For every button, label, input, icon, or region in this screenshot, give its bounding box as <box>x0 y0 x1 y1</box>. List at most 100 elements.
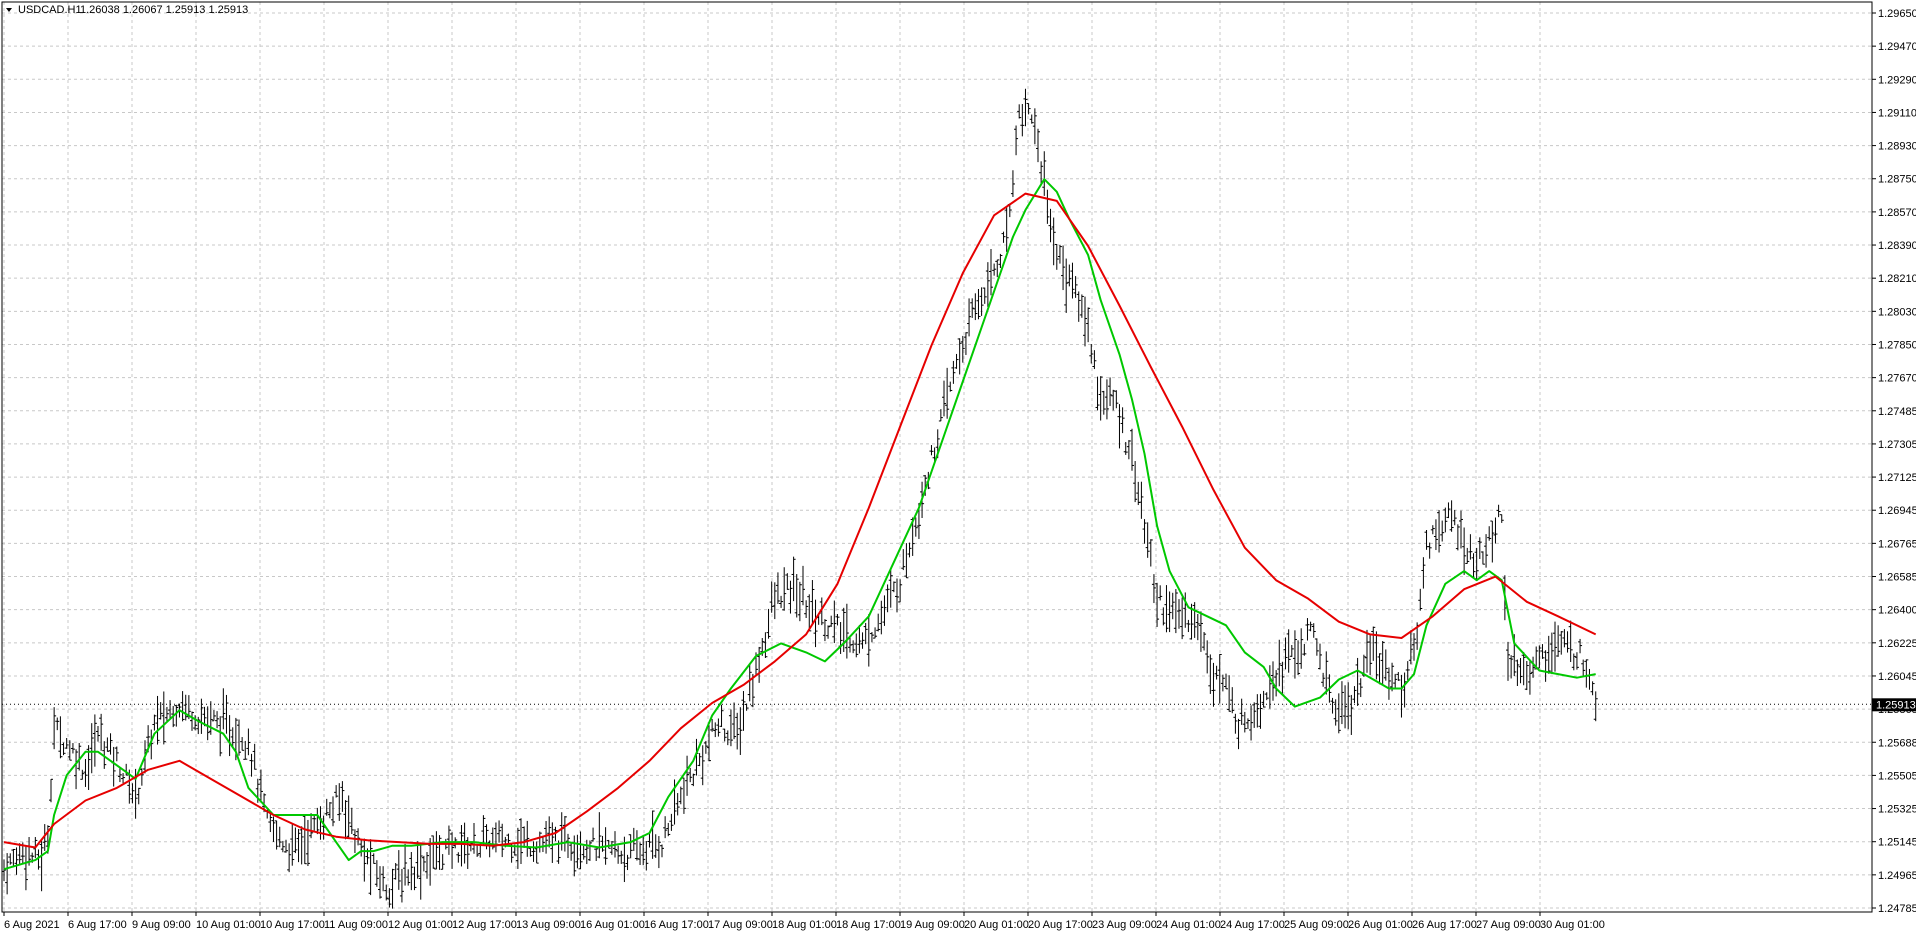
ohlc-bar <box>1239 698 1244 725</box>
chart-quote: 1.26038 1.26067 1.25913 1.25913 <box>80 4 248 16</box>
ohlc-bar <box>1070 262 1075 299</box>
ohlc-bar <box>1286 629 1291 673</box>
ohlc-bar <box>951 360 956 384</box>
ohlc-bar <box>268 814 273 833</box>
ohlc-bar <box>362 838 367 882</box>
ohlc-bar <box>973 293 978 321</box>
ohlc-bar <box>431 835 436 869</box>
grid-lines <box>2 2 1872 912</box>
ohlc-bar <box>349 807 354 835</box>
x-tick-label: 13 Aug 09:00 <box>516 919 581 931</box>
ohlc-bar <box>121 773 126 784</box>
x-tick-label: 10 Aug 17:00 <box>260 919 325 931</box>
ohlc-bar <box>1440 520 1445 542</box>
ohlc-bar <box>406 869 411 886</box>
x-tick-label: 25 Aug 09:00 <box>1284 919 1349 931</box>
ohlc-bar <box>663 816 668 839</box>
y-tick-label: 1.27850 <box>1878 339 1916 351</box>
ohlc-bar <box>249 753 254 777</box>
ohlc-bar <box>1352 686 1357 704</box>
ohlc-bar <box>700 745 705 786</box>
ohlc-bar <box>1227 675 1232 712</box>
ohlc-bar <box>1430 525 1435 535</box>
y-tick-label: 1.24785 <box>1878 903 1916 915</box>
ohlc-bar <box>1499 514 1504 523</box>
ohlc-bar <box>904 543 909 579</box>
ohlc-bar <box>296 829 301 863</box>
ohlc-bar <box>1540 644 1545 659</box>
slow-ma-line <box>3 192 1597 849</box>
ohlc-bar <box>418 844 423 900</box>
ohlc-bar <box>164 706 169 722</box>
y-tick-label: 1.28210 <box>1878 273 1916 285</box>
ohlc-bar <box>876 613 881 632</box>
ohlc-bar <box>1151 574 1156 604</box>
ohlc-bar <box>804 600 809 619</box>
ohlc-bar <box>584 839 589 865</box>
ohlc-bar <box>725 730 730 746</box>
x-tick-label: 16 Aug 01:00 <box>580 919 645 931</box>
ohlc-bar <box>1371 626 1376 661</box>
ohlc-bar <box>58 716 63 759</box>
ohlc-bar <box>1543 650 1548 682</box>
x-tick-label: 26 Aug 01:00 <box>1348 919 1413 931</box>
ohlc-bar <box>500 823 505 858</box>
ohlc-bar <box>832 600 837 644</box>
ohlc-bar <box>1258 693 1263 729</box>
ohlc-bar <box>211 710 216 722</box>
ohlc-bar <box>638 842 643 865</box>
ohlc-bar <box>99 713 104 751</box>
ohlc-bar <box>240 737 245 751</box>
ohlc-bar <box>83 758 88 787</box>
ohlc-bar <box>1133 461 1138 503</box>
ohlc-bar <box>412 866 417 891</box>
ohlc-bar <box>434 831 439 870</box>
ohlc-bar <box>312 815 317 831</box>
ohlc-bar <box>193 715 198 731</box>
ohlc-bar <box>644 841 649 871</box>
x-tick-label: 18 Aug 01:00 <box>772 919 837 931</box>
ohlc-bar <box>1518 658 1523 684</box>
ohlc-bar <box>1443 507 1448 533</box>
ohlc-bar <box>688 767 693 783</box>
ohlc-bar <box>8 853 13 865</box>
ohlc-bar <box>14 847 19 875</box>
ohlc-bar <box>1208 654 1213 694</box>
ohlc-bar <box>732 702 737 740</box>
ohlc-bar <box>1083 296 1087 347</box>
y-tick-label: 1.26945 <box>1878 505 1916 517</box>
ohlc-bar <box>1408 630 1413 665</box>
ohlc-bar <box>346 795 351 838</box>
ohlc-bar <box>1549 632 1554 675</box>
ohlc-bar <box>1437 510 1442 553</box>
ohlc-bar <box>1427 542 1432 559</box>
ohlc-bar <box>459 825 464 867</box>
ohlc-bar <box>763 632 768 659</box>
ohlc-bar <box>1455 524 1460 551</box>
ohlc-bar <box>869 632 874 643</box>
ohlc-bar <box>1471 553 1476 578</box>
ohlc-bar <box>1114 390 1119 409</box>
ohlc-bar <box>985 262 990 308</box>
dropdown-triangle-icon[interactable] <box>6 8 12 12</box>
ohlc-bar <box>995 259 1000 278</box>
ohlc-bar <box>1386 667 1391 700</box>
ohlc-bar <box>1515 659 1520 687</box>
ohlc-bar <box>1120 407 1125 434</box>
ohlc-bar <box>1308 621 1313 632</box>
ohlc-bar <box>1358 678 1363 698</box>
ohlc-bar <box>155 695 160 745</box>
ohlc-bar <box>826 625 831 639</box>
ohlc-bar <box>340 781 345 812</box>
ohlc-bar <box>237 719 241 756</box>
ohlc-bar <box>1032 108 1037 145</box>
ohlc-bar <box>1311 623 1316 638</box>
ohlc-bar <box>1568 620 1573 662</box>
ohlc-bar <box>1524 660 1529 691</box>
ohlc-bar <box>691 773 696 787</box>
ohlc-bar <box>23 845 28 891</box>
x-tick-label: 24 Aug 01:00 <box>1156 919 1221 931</box>
y-tick-label: 1.29650 <box>1878 8 1916 20</box>
